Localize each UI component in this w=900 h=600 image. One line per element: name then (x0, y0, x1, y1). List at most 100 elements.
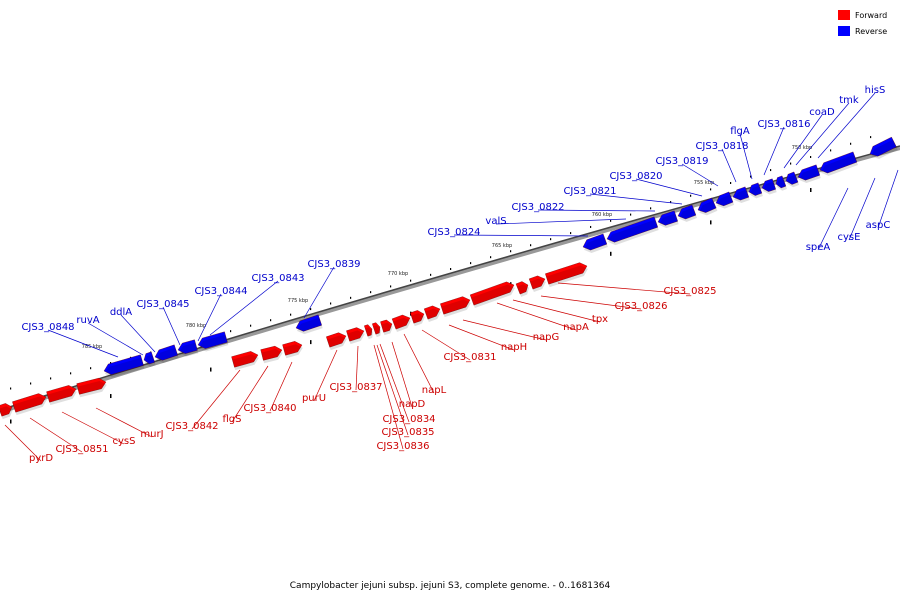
reverse-gene-arrow[interactable] (177, 339, 199, 358)
leader-line (162, 306, 181, 346)
label-cjs3-0843[interactable]: CJS3_0843 (251, 273, 304, 284)
label-cjs3-0819[interactable]: CJS3_0819 (655, 156, 708, 167)
label-cjs3-0825[interactable]: CJS3_0825 (663, 286, 716, 297)
leader-line (209, 280, 279, 336)
label-cjs3-0848[interactable]: CJS3_0848 (21, 322, 74, 333)
label-cjs3-0837[interactable]: CJS3_0837 (329, 382, 382, 393)
forward-gene-arrow[interactable] (410, 309, 426, 327)
reverse-gene-arrow[interactable] (605, 216, 659, 247)
forward-gene-arrow[interactable] (260, 345, 284, 364)
leader-line (231, 365, 269, 423)
forward-gene-arrow[interactable] (391, 313, 413, 332)
reverse-gene-arrow[interactable] (868, 136, 898, 162)
forward-gene-arrow[interactable] (380, 319, 394, 336)
label-napg[interactable]: napG (533, 332, 560, 343)
label-cyse[interactable]: cysE (838, 232, 861, 243)
label-pyrd[interactable]: pyrD (29, 453, 53, 464)
label-naph[interactable]: napH (501, 342, 527, 353)
reverse-gene-arrow[interactable] (196, 331, 229, 353)
label-tpx[interactable]: tpx (592, 314, 608, 325)
reverse-gene-arrow[interactable] (102, 354, 145, 379)
label-napl[interactable]: napL (422, 385, 447, 396)
reverse-gene-arrow[interactable] (581, 233, 608, 255)
label-napd[interactable]: napD (399, 399, 426, 410)
leader-line (540, 295, 642, 310)
reverse-gene-arrow[interactable] (153, 344, 179, 365)
label-cjs3-0831[interactable]: CJS3_0831 (443, 352, 496, 363)
forward-gene-arrow[interactable] (545, 261, 589, 288)
leader-line (313, 349, 338, 402)
label-coad[interactable]: coaD (809, 107, 835, 118)
label-flgs[interactable]: flgS (223, 414, 242, 425)
scale-dot (110, 362, 112, 365)
scale-dot (730, 181, 732, 184)
label-cjs3-0836[interactable]: CJS3_0836 (376, 441, 429, 452)
forward-gene-arrow[interactable] (440, 295, 472, 318)
reverse-gene-arrow[interactable] (818, 151, 858, 178)
label-vals[interactable]: valS (485, 216, 506, 227)
scale-dot (270, 319, 272, 322)
label-cjs3-0834[interactable]: CJS3_0834 (382, 414, 435, 425)
label-ddla[interactable]: ddlA (110, 307, 132, 318)
label-ruva[interactable]: ruvA (76, 315, 99, 326)
label-cjs3-0816[interactable]: CJS3_0816 (757, 119, 810, 130)
reverse-gene-arrow[interactable] (774, 175, 787, 192)
label-cjs3-0826[interactable]: CJS3_0826 (614, 301, 667, 312)
reverse-gene-arrow[interactable] (760, 178, 777, 196)
leader-line (589, 193, 683, 205)
forward-gene-arrow[interactable] (46, 384, 78, 406)
forward-gene-arrow[interactable] (372, 322, 382, 338)
forward-gene-arrow[interactable] (423, 304, 443, 323)
label-aspc[interactable]: aspC (866, 220, 891, 231)
legend-forward-label: Forward (855, 11, 887, 20)
label-cjs3-0824[interactable]: CJS3_0824 (427, 227, 480, 238)
reverse-gene-arrow[interactable] (696, 197, 718, 218)
label-flga[interactable]: flgA (730, 126, 750, 137)
leader-line (817, 187, 849, 251)
label-cjs3-0821[interactable]: CJS3_0821 (563, 186, 616, 197)
reverse-gene-arrow[interactable] (656, 210, 679, 230)
forward-gene-arrow[interactable] (12, 392, 48, 416)
label-cjs3-0820[interactable]: CJS3_0820 (609, 171, 662, 182)
label-hiss[interactable]: hisS (865, 85, 886, 96)
label-cyss[interactable]: cysS (113, 436, 136, 447)
label-cjs3-0839[interactable]: CJS3_0839 (307, 259, 360, 270)
reverse-gene-arrow[interactable] (676, 204, 697, 224)
reverse-gene-arrow[interactable] (747, 182, 763, 200)
reverse-gene-arrow[interactable] (714, 191, 735, 211)
leader-line (191, 369, 241, 430)
forward-gene-arrow[interactable] (515, 280, 531, 297)
reverse-gene-arrow[interactable] (784, 171, 800, 189)
forward-gene-arrow[interactable] (76, 377, 108, 398)
forward-gene-arrow[interactable] (326, 331, 348, 351)
forward-gene-arrow[interactable] (528, 274, 548, 293)
tick-label: 765 kbp (492, 243, 512, 249)
label-cjs3-0845[interactable]: CJS3_0845 (136, 299, 189, 310)
forward-gene-arrow[interactable] (364, 324, 374, 340)
label-cjs3-0844[interactable]: CJS3_0844 (194, 286, 247, 297)
reverse-gene-arrow[interactable] (731, 186, 750, 205)
label-napa[interactable]: napA (563, 322, 589, 333)
reverse-gene-arrow[interactable] (142, 351, 156, 368)
scale-tick (710, 220, 712, 225)
forward-gene-arrow[interactable] (0, 402, 15, 420)
scale-dot (530, 244, 532, 247)
label-cjs3-0822[interactable]: CJS3_0822 (511, 202, 564, 213)
label-puru[interactable]: purU (302, 393, 326, 404)
label-cjs3-0818[interactable]: CJS3_0818 (695, 141, 748, 152)
forward-gene-arrow[interactable] (231, 350, 261, 371)
label-cjs3-0842[interactable]: CJS3_0842 (165, 421, 218, 432)
label-cjs3-0840[interactable]: CJS3_0840 (243, 403, 296, 414)
scale-dot (350, 296, 352, 299)
label-tmk[interactable]: tmk (839, 95, 859, 106)
reverse-gene-arrow[interactable] (796, 164, 821, 185)
label-murj[interactable]: murJ (140, 429, 163, 440)
reverse-gene-arrow[interactable] (294, 314, 323, 336)
label-spea[interactable]: speA (806, 242, 831, 253)
label-cjs3-0851[interactable]: CJS3_0851 (55, 444, 108, 455)
label-cjs3-0835[interactable]: CJS3_0835 (381, 427, 434, 438)
leader-line (87, 322, 144, 356)
forward-gene-arrow[interactable] (469, 280, 517, 309)
forward-gene-arrow[interactable] (282, 340, 305, 359)
forward-gene-arrow[interactable] (346, 326, 366, 345)
